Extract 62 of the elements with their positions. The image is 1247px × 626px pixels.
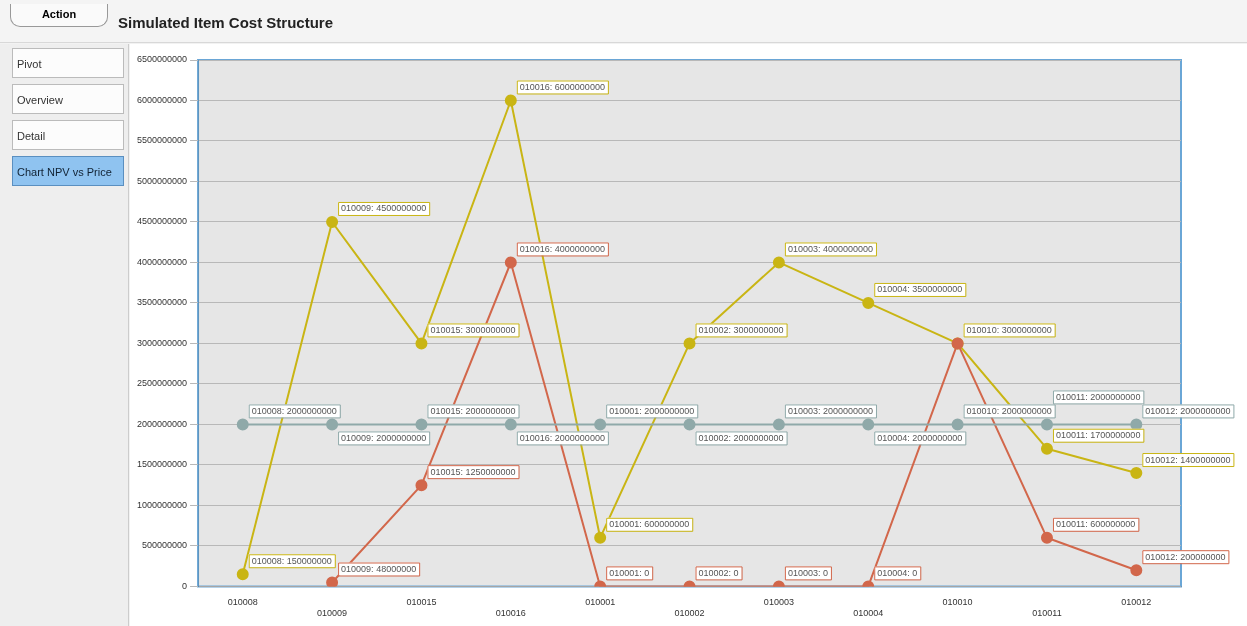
- data-label: 010010: 3000000000: [966, 324, 1052, 335]
- y-tick-label: 4000000000: [136, 256, 188, 267]
- y-tick-label: 5500000000: [136, 135, 188, 146]
- data-label: 010008: 2000000000: [251, 405, 337, 416]
- y-tick-label: 4500000000: [136, 216, 188, 227]
- data-label: 010002: 3000000000: [698, 324, 784, 335]
- x-tick-label: 010012: [1121, 597, 1152, 608]
- text: Detail: [12, 120, 124, 150]
- text: Overview: [12, 84, 124, 114]
- text: Pivot: [12, 48, 124, 78]
- data-label: 010015: 3000000000: [430, 324, 516, 335]
- data-label: 010008: 150000000: [251, 555, 332, 566]
- x-tick-label: 010008: [227, 597, 258, 608]
- data-label: 010004: 2000000000: [877, 432, 963, 443]
- data-label: 010009: 2000000000: [341, 432, 427, 443]
- x-tick-label: 010009: [317, 608, 348, 619]
- y-tick-label: 500000000: [141, 540, 188, 551]
- y-tick-label: 2000000000: [136, 418, 188, 429]
- data-label: 010016: 6000000000: [519, 81, 605, 92]
- y-tick-label: 1500000000: [136, 459, 188, 470]
- data-label: 010012: 1400000000: [1145, 454, 1231, 465]
- x-tick-label: 010015: [406, 597, 437, 608]
- data-label: 010009: 48000000: [341, 564, 417, 574]
- x-tick-label: 010011: [1032, 608, 1062, 619]
- data-label: 010003: 2000000000: [787, 405, 873, 416]
- y-tick-label: 6500000000: [136, 54, 188, 65]
- y-tick-label: 3000000000: [136, 337, 188, 348]
- y-tick-label: 2500000000: [136, 378, 188, 389]
- x-tick-label: 010002: [674, 608, 705, 619]
- y-tick-label: 0: [182, 580, 188, 591]
- data-label: 010009: 4500000000: [341, 203, 427, 214]
- data-label: 010001: 600000000: [609, 519, 690, 530]
- data-label: 010004: 3500000000: [877, 284, 963, 295]
- data-label: 010011: 1700000000: [1055, 430, 1141, 441]
- x-tick-label: 010003: [763, 597, 794, 608]
- data-label: 010016: 2000000000: [519, 432, 605, 443]
- data-label: 010010: 2000000000: [966, 405, 1052, 416]
- data-label: 010003: 0: [787, 567, 828, 578]
- y-tick-label: 3500000000: [136, 297, 188, 308]
- text: Action: [10, 4, 108, 27]
- y-tick-label: 5000000000: [136, 175, 188, 186]
- data-label: 010016: 4000000000: [519, 243, 605, 254]
- x-tick-label: 010010: [942, 597, 973, 608]
- y-tick-label: 1000000000: [136, 499, 188, 510]
- data-label: 010015: 2000000000: [430, 405, 516, 416]
- chart-title: Simulated Item Cost Structure: [118, 14, 334, 31]
- data-label: 010001: 0: [609, 567, 650, 578]
- data-label: 010011: 600000000: [1055, 519, 1136, 530]
- y-tick-label: 6000000000: [136, 94, 188, 105]
- x-tick-label: 010016: [495, 608, 526, 619]
- data-label: 010003: 4000000000: [787, 243, 873, 254]
- data-label: 010002: 0: [698, 567, 739, 578]
- text: Chart NPV vs Price: [12, 156, 124, 186]
- x-tick-label: 010001: [585, 597, 616, 608]
- data-label: 010012: 200000000: [1145, 551, 1226, 562]
- data-label: 010004: 0: [877, 567, 918, 578]
- data-label: 010002: 2000000000: [698, 432, 784, 443]
- data-label: 010012: 2000000000: [1145, 405, 1231, 416]
- data-label: 010011: 2000000000: [1055, 391, 1141, 402]
- data-label: 010001: 2000000000: [609, 405, 695, 416]
- data-label: 010015: 1250000000: [430, 466, 516, 477]
- x-tick-label: 010004: [853, 608, 884, 619]
